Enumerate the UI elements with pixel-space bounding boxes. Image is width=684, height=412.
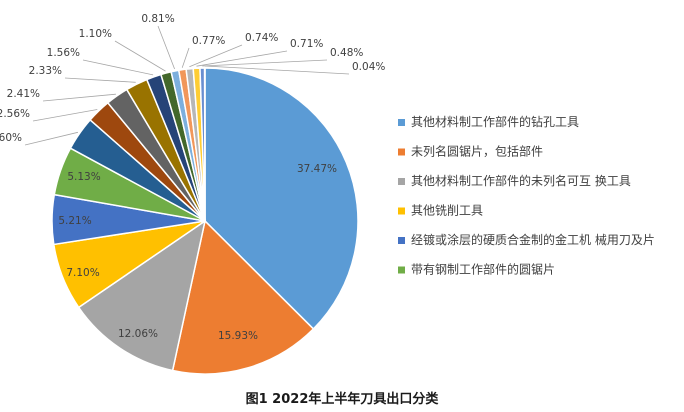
pie-slice-0 — [204, 67, 359, 331]
legend-label-5: 带有钢制工作部件的圆锯片 — [411, 262, 555, 277]
data-label-12: 0.81% — [141, 13, 174, 25]
legend-swatch-2 — [398, 178, 405, 185]
data-label-3: 7.10% — [66, 267, 99, 279]
legend-swatch-1 — [398, 148, 405, 156]
chart-legend: 其他材料制工作部件的钻孔工具未列名圆锯片，包括部件其他材料制工作部件的未列名可互… — [398, 114, 655, 277]
data-label-1: 15.93% — [218, 330, 258, 342]
legend-swatch-4 — [398, 237, 405, 244]
pie-leader-lines — [24, 25, 350, 146]
legend-label-3: 其他铣削工具 — [411, 204, 483, 218]
data-label-4: 5.21% — [58, 215, 91, 227]
data-label-14: 0.74% — [245, 32, 278, 44]
data-label-6: 3.60% — [0, 132, 22, 144]
leader-line-8 — [42, 93, 116, 102]
data-label-9: 2.33% — [29, 65, 62, 77]
legend-swatch-3 — [398, 207, 405, 215]
leader-line-12 — [157, 25, 175, 70]
leader-line-9 — [64, 77, 136, 83]
leader-line-11 — [114, 40, 166, 72]
data-label-15: 0.71% — [290, 38, 323, 50]
leader-line-10 — [82, 59, 154, 76]
data-label-16: 0.48% — [330, 47, 363, 59]
data-label-13: 0.77% — [192, 35, 225, 47]
leader-line-16 — [202, 59, 328, 67]
pie-slice-2 — [77, 219, 207, 372]
leader-line-14 — [189, 44, 243, 68]
legend-label-2: 其他材料制工作部件的未列名可互 换工具 — [411, 173, 631, 188]
legend-label-1: 未列名圆锯片，包括部件 — [411, 144, 543, 159]
leader-line-15 — [196, 50, 288, 67]
data-label-5: 5.13% — [67, 171, 100, 183]
data-label-10: 1.56% — [47, 47, 80, 59]
data-label-2: 12.06% — [118, 328, 158, 340]
legend-swatch-5 — [398, 266, 405, 274]
data-label-11: 1.10% — [79, 28, 112, 40]
pie-labels: 37.47% 15.93% 12.06% 7.10% 5.21% 5.13% 3.60% 2.… — [0, 13, 385, 342]
chart-caption: 图1 2022年上半年刀具出口分类 — [245, 392, 439, 407]
legend-label-4: 经镀或涂层的硬质合金制的金工机 械用刀及片 — [411, 232, 655, 247]
legend-swatch-0 — [398, 119, 405, 126]
pie-slices — [51, 67, 359, 375]
legend-label-0: 其他材料制工作部件的钻孔工具 — [411, 114, 579, 129]
leader-line-6 — [24, 131, 78, 146]
data-label-7: 2.56% — [0, 108, 30, 120]
leader-line-17 — [204, 65, 350, 75]
leader-line-7 — [32, 109, 98, 122]
data-label-17: 0.04% — [352, 61, 385, 73]
data-label-0: 37.47% — [297, 163, 337, 175]
data-label-8: 2.41% — [7, 88, 40, 100]
pie-slice-1 — [171, 219, 315, 375]
leader-line-13 — [181, 47, 190, 68]
